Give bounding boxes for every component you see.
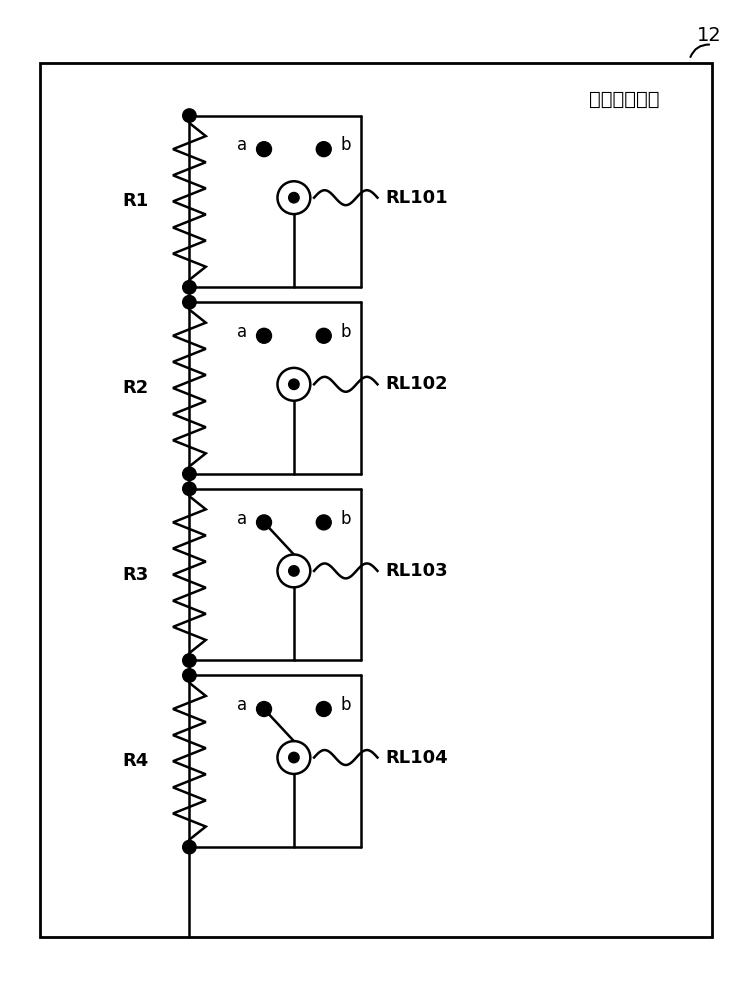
Circle shape: [183, 669, 196, 682]
Circle shape: [256, 702, 271, 716]
Text: b: b: [340, 696, 350, 714]
Circle shape: [317, 142, 331, 157]
Circle shape: [256, 142, 271, 157]
Text: a: a: [238, 510, 247, 528]
Text: a: a: [238, 696, 247, 714]
Text: RL104: RL104: [385, 749, 447, 767]
Text: 可变电阻单元: 可变电阻单元: [589, 89, 660, 108]
Circle shape: [317, 328, 331, 343]
Circle shape: [183, 281, 196, 294]
Text: R1: R1: [122, 192, 148, 210]
Circle shape: [289, 566, 299, 576]
Circle shape: [183, 295, 196, 309]
Circle shape: [183, 467, 196, 481]
Circle shape: [289, 379, 299, 390]
Text: R3: R3: [122, 566, 148, 584]
Circle shape: [317, 515, 331, 530]
Circle shape: [183, 109, 196, 122]
Text: a: a: [238, 323, 247, 341]
Text: b: b: [340, 510, 350, 528]
Circle shape: [256, 328, 271, 343]
Circle shape: [289, 752, 299, 763]
Text: b: b: [340, 323, 350, 341]
Text: RL103: RL103: [385, 562, 447, 580]
Circle shape: [183, 482, 196, 496]
Text: R4: R4: [122, 752, 148, 770]
Text: R2: R2: [122, 379, 148, 397]
Text: b: b: [340, 136, 350, 154]
Text: RL102: RL102: [385, 375, 447, 393]
Text: RL101: RL101: [385, 189, 447, 207]
Circle shape: [317, 702, 331, 716]
Circle shape: [256, 515, 271, 530]
Circle shape: [289, 192, 299, 203]
FancyBboxPatch shape: [40, 63, 712, 937]
Text: 12: 12: [697, 26, 722, 45]
Text: a: a: [238, 136, 247, 154]
Circle shape: [183, 840, 196, 854]
Circle shape: [183, 654, 196, 667]
